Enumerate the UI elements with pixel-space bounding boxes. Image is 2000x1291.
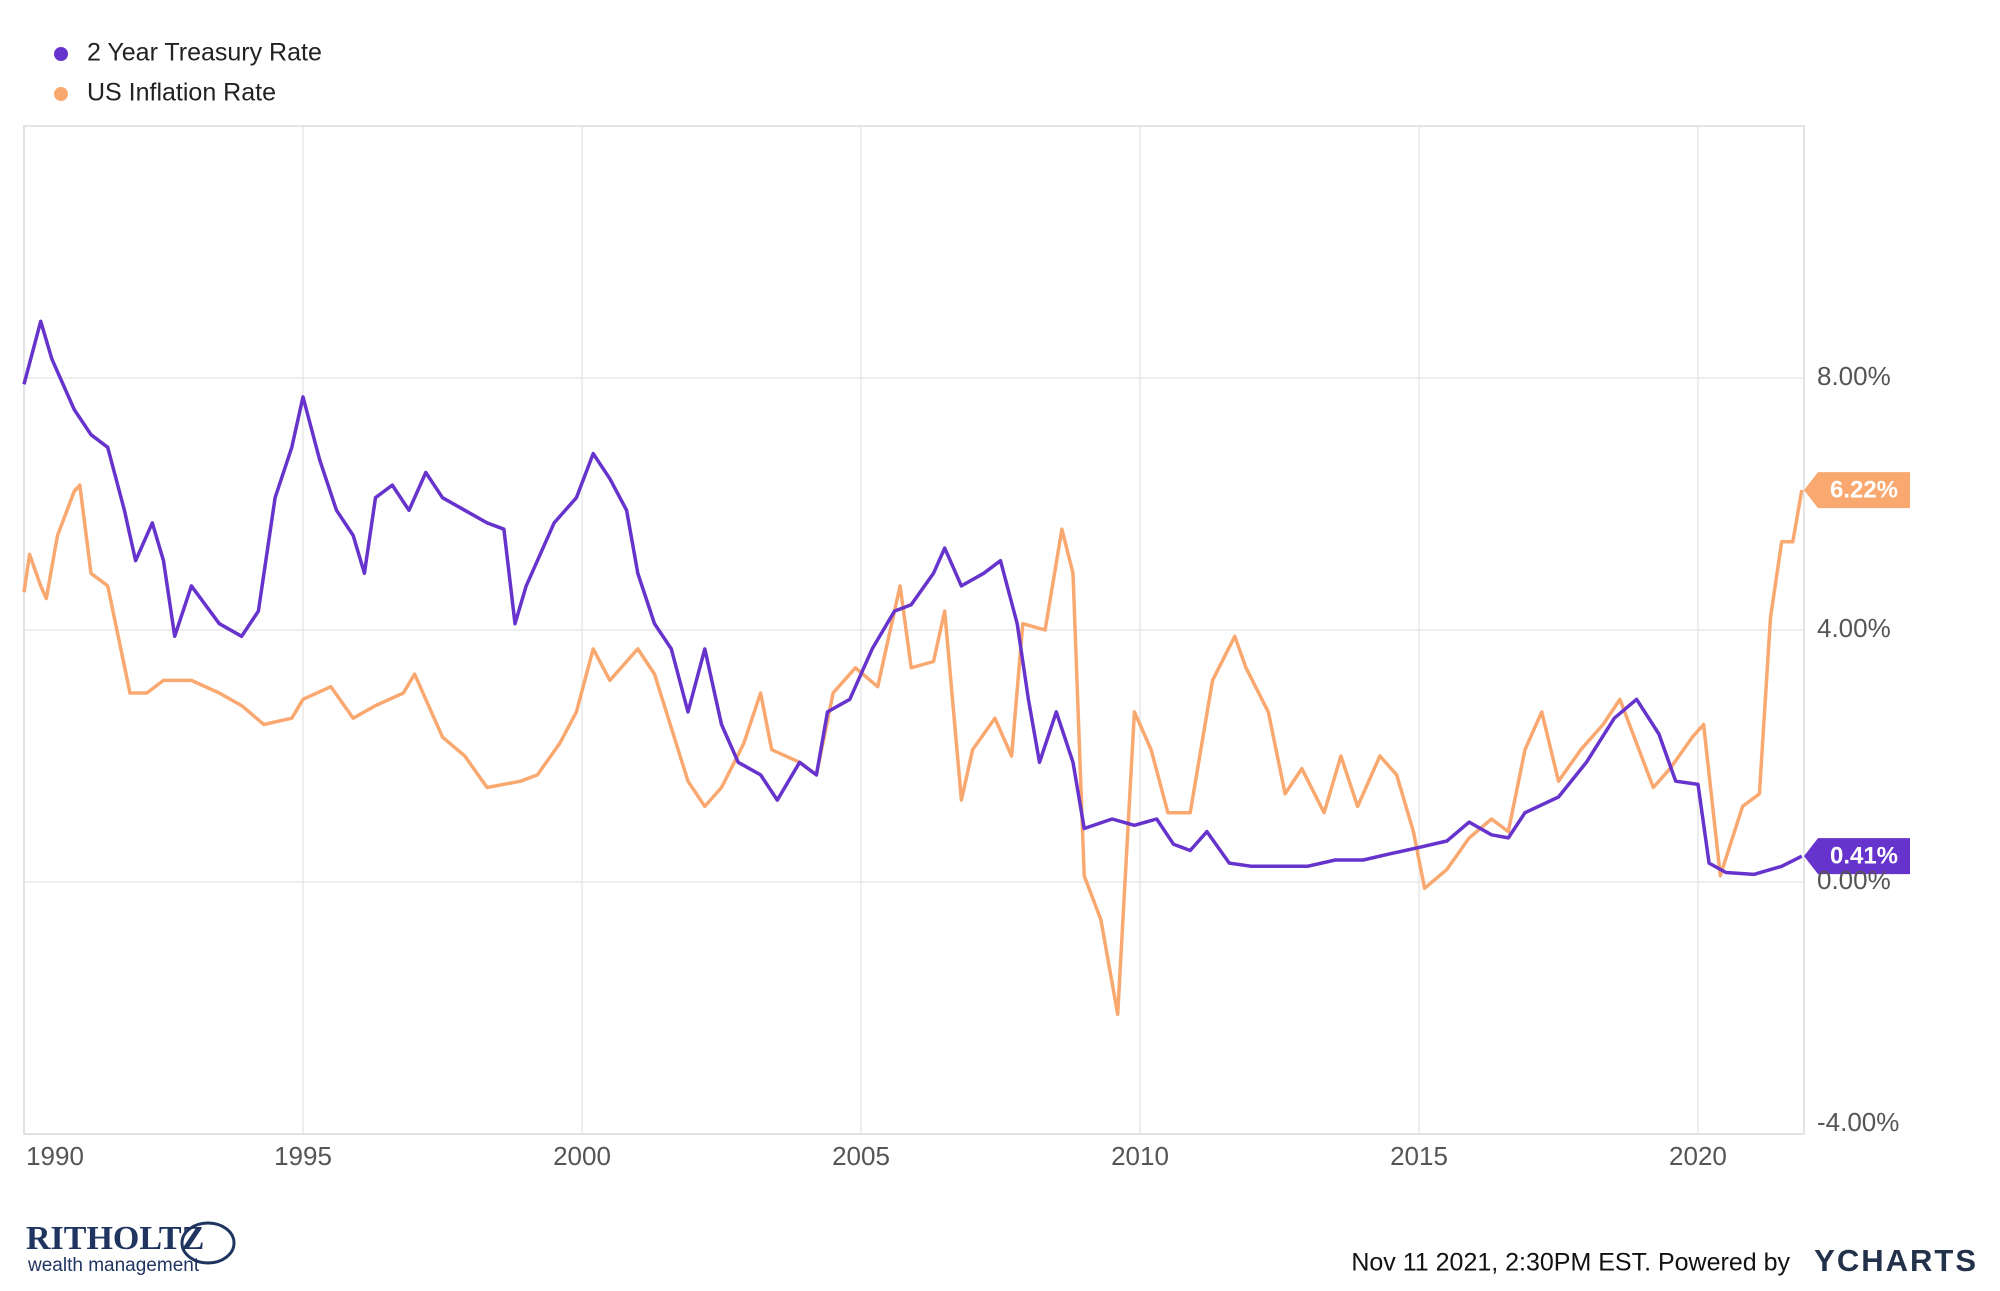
legend: 2 Year Treasury Rate US Inflation Rate [54, 39, 322, 107]
x-tick-label: 2000 [553, 1141, 611, 1171]
end-tags: 0.41% 6.22% [1804, 472, 1910, 875]
y-tick-label: 4.00% [1817, 613, 1891, 643]
brand-subtitle: wealth management [27, 1255, 200, 1276]
x-tick-label: 2020 [1669, 1141, 1727, 1171]
y-tick-label: 8.00% [1817, 361, 1891, 391]
legend-marker [54, 47, 68, 61]
legend-label: 2 Year Treasury Rate [87, 39, 322, 67]
series-line [22, 483, 1804, 1017]
y-tick-label: 0.00% [1817, 865, 1891, 895]
plot-frame [23, 125, 1805, 1135]
legend-marker [54, 87, 68, 101]
end-label: 6.22% [1830, 476, 1898, 503]
end-tag [1804, 838, 1910, 875]
y-tick-label: -4.00% [1817, 1107, 1899, 1137]
series-line [22, 319, 1803, 877]
x-tick-label: 2015 [1390, 1141, 1448, 1171]
x-tick-label: 1995 [274, 1141, 332, 1171]
timestamp: Nov 11 2021, 2:30PM EST. Powered by [1351, 1249, 1790, 1277]
brand-logo [180, 1221, 236, 1265]
grid [23, 126, 1804, 1135]
source: YCHARTS [1814, 1243, 1978, 1278]
lines [22, 319, 1804, 1017]
legend-label: US Inflation Rate [87, 79, 276, 107]
brand: RITHOLTZ [26, 1220, 204, 1257]
x-tick-label: 2010 [1111, 1141, 1169, 1171]
end-tag [1804, 472, 1910, 509]
x-tick-label: 2005 [832, 1141, 890, 1171]
end-label: 0.41% [1830, 843, 1898, 870]
x-tick-label: 1990 [26, 1141, 84, 1171]
